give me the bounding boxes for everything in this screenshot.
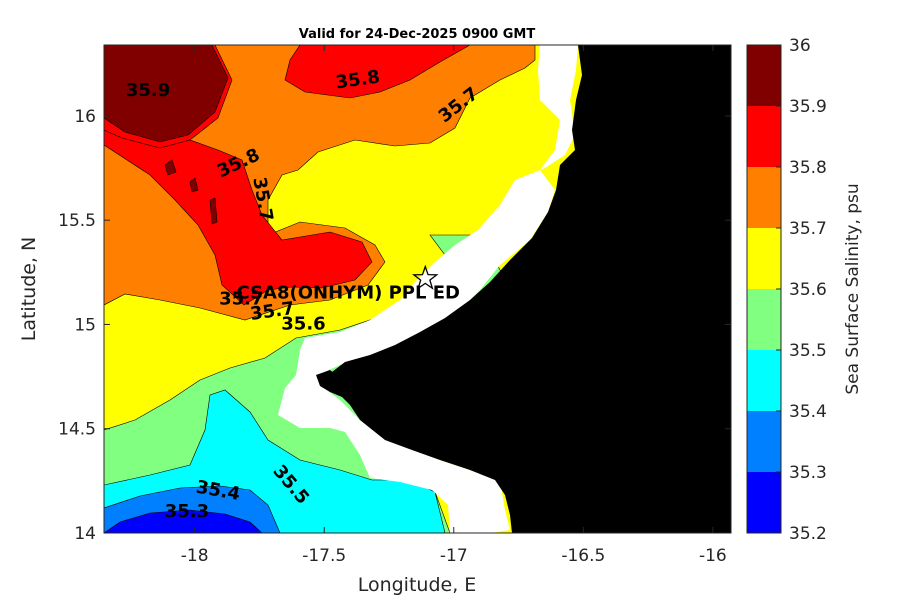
x-tick-label: -17.5 bbox=[302, 546, 346, 566]
x-tick-label: -17 bbox=[440, 546, 468, 566]
plot-frame bbox=[103, 44, 732, 534]
colorbar-swatch bbox=[747, 472, 781, 533]
y-tick-label: 14.5 bbox=[58, 420, 96, 440]
y-tick-label: 14 bbox=[74, 524, 96, 544]
y-tick-label: 16 bbox=[74, 107, 96, 127]
colorbar-swatch bbox=[747, 228, 781, 289]
colorbar-tick-label: 35.3 bbox=[789, 463, 827, 483]
x-tick-label: -16 bbox=[699, 546, 727, 566]
colorbar-swatch bbox=[747, 350, 781, 411]
land-mass bbox=[316, 370, 352, 397]
y-axis: 14 14.5 15 15.5 16 bbox=[58, 107, 731, 544]
colorbar-swatch bbox=[747, 167, 781, 228]
contour-label: 35.6 bbox=[281, 313, 325, 334]
y-tick-label: 15.5 bbox=[58, 211, 96, 231]
station-label: CSA8(ONHYM) PPL ED bbox=[237, 283, 460, 304]
colorbar-swatch bbox=[747, 289, 781, 350]
colorbar-swatch bbox=[747, 45, 781, 106]
salinity-band-35.9-36.0 bbox=[104, 45, 229, 143]
x-tick-label: -16.5 bbox=[561, 546, 605, 566]
colorbar-tick-label: 35.5 bbox=[789, 341, 827, 361]
contour-label: 35.9 bbox=[126, 80, 170, 101]
colorbar-swatch bbox=[747, 106, 781, 167]
colorbar-tick-label: 35.2 bbox=[789, 524, 827, 544]
contour-field bbox=[104, 45, 731, 533]
salinity-band-35.8-35.9 bbox=[104, 45, 471, 99]
salinity-band-35.9-36.0 bbox=[164, 159, 218, 225]
x-axis: -18 -17.5 -17 -16.5 -16 bbox=[181, 45, 727, 566]
colorbar-tick-label: 35.7 bbox=[789, 219, 827, 239]
colorbar-swatch bbox=[747, 411, 781, 472]
colorbar-tick-label: 35.4 bbox=[789, 402, 827, 422]
colorbar-tick-label: 35.6 bbox=[789, 280, 827, 300]
salinity-band-35.2-35.3 bbox=[104, 509, 263, 533]
x-axis-title: Longitude, E bbox=[358, 574, 477, 596]
colorbar-tick-label: 36 bbox=[789, 36, 811, 56]
colorbar-title: Sea Surface Salinity, psu bbox=[843, 183, 863, 394]
contour-label: 35.3 bbox=[165, 501, 209, 522]
land-mass bbox=[318, 45, 731, 533]
station-marker: CSA8(ONHYM) PPL ED bbox=[237, 264, 460, 304]
colorbar-tick-label: 35.8 bbox=[789, 158, 827, 178]
star-icon bbox=[412, 264, 439, 290]
y-tick-label: 15 bbox=[74, 315, 96, 335]
colorbar: 35.2 35.3 35.4 35.5 35.6 35.7 35.8 35.9 36 bbox=[746, 36, 827, 544]
colorbar-tick-label: 35.9 bbox=[789, 97, 827, 117]
contour-label: 35.7 bbox=[219, 288, 263, 309]
chart-title: Valid for 24-Dec-2025 0900 GMT bbox=[299, 27, 536, 42]
masked-coastal-region bbox=[278, 45, 578, 533]
x-tick-label: -18 bbox=[181, 546, 209, 566]
y-axis-title: Latitude, N bbox=[18, 237, 40, 342]
